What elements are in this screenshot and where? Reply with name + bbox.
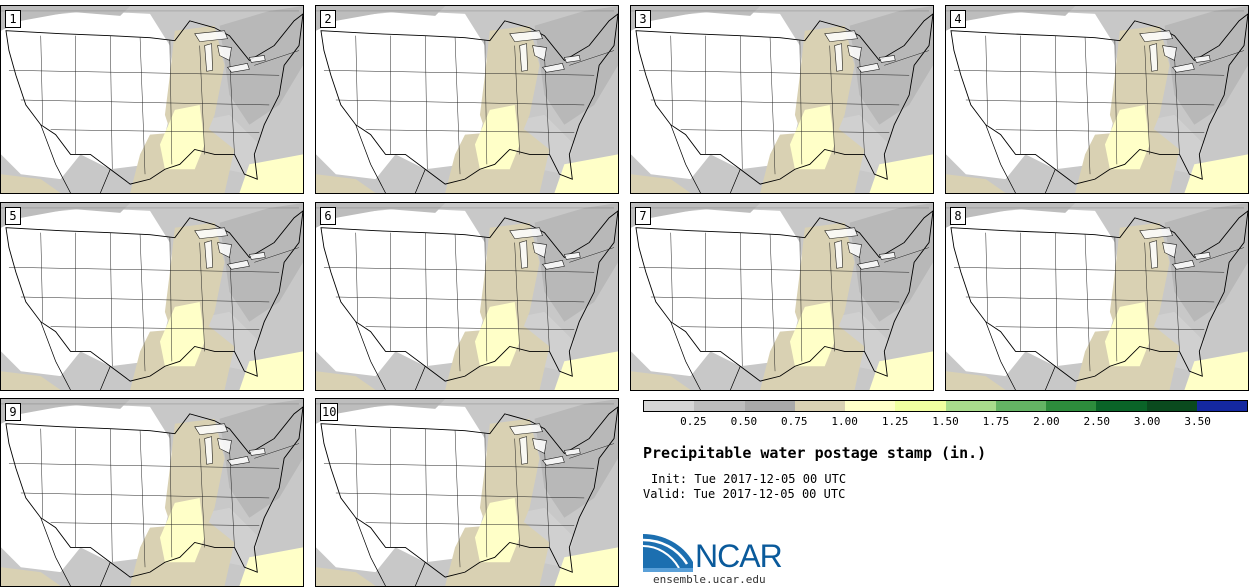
- pw-map-7: [631, 203, 933, 390]
- pw-map-3: [631, 6, 933, 193]
- color-scale-label: 2.50: [1083, 415, 1111, 428]
- member-panel-7: 7: [630, 202, 934, 391]
- valid-time: Valid: Tue 2017-12-05 00 UTC: [643, 487, 846, 501]
- color-swatch-4: [845, 401, 896, 411]
- panel-number: 5: [5, 207, 21, 225]
- pw-map-8: [946, 203, 1248, 390]
- member-panel-10: 10: [315, 398, 619, 587]
- panel-number: 7: [635, 207, 651, 225]
- pw-map-2: [316, 6, 618, 193]
- color-swatch-3: [794, 401, 845, 411]
- member-panel-1: 1: [0, 5, 304, 194]
- member-panel-6: 6: [315, 202, 619, 391]
- pw-map-1: [1, 6, 303, 193]
- color-swatch-9: [1096, 401, 1147, 411]
- color-scale-label: 2.00: [1033, 415, 1060, 428]
- color-scale-labels: 0.25 0.50 0.75 1.00 1.25 1.50 1.75 2.00 2.50 3.00…: [643, 415, 1248, 429]
- panel-number: 8: [950, 207, 966, 225]
- panel-number: 2: [320, 10, 336, 28]
- color-scale-label: 3.00: [1133, 415, 1161, 428]
- panel-number: 3: [635, 10, 651, 28]
- panel-number: 10: [320, 403, 339, 421]
- color-swatch-8: [1046, 401, 1097, 411]
- chart-title: Precipitable water postage stamp (in.): [643, 444, 987, 462]
- panel-number: 9: [5, 403, 21, 421]
- logo-text: NCAR: [695, 538, 783, 574]
- color-swatch-7: [995, 401, 1046, 411]
- color-scale-label: 1.25: [881, 415, 909, 428]
- member-panel-5: 5: [0, 202, 304, 391]
- member-panel-9: 9: [0, 398, 304, 587]
- member-panel-4: 4: [945, 5, 1249, 194]
- color-swatch-1: [694, 401, 745, 411]
- color-scale-label: 3.50: [1184, 415, 1211, 428]
- member-panel-2: 2: [315, 5, 619, 194]
- color-scale-label: 0.25: [680, 415, 707, 428]
- panel-number: 6: [320, 207, 336, 225]
- color-scale-label: 0.50: [730, 415, 758, 428]
- color-swatch-10: [1146, 401, 1197, 411]
- color-scale-bar: [643, 400, 1248, 412]
- logo-url: ensemble.ucar.edu: [653, 573, 766, 586]
- ncar-swoosh-icon: [643, 534, 693, 572]
- member-panel-8: 8: [945, 202, 1249, 391]
- color-swatch-6: [945, 401, 996, 411]
- pw-map-5: [1, 203, 303, 390]
- pw-map-4: [946, 6, 1248, 193]
- panel-number: 4: [950, 10, 966, 28]
- color-scale-label: 0.75: [781, 415, 808, 428]
- pw-map-6: [316, 203, 618, 390]
- pw-map-9: [1, 399, 303, 586]
- color-scale-label: 1.00: [831, 415, 858, 428]
- ncar-logo: NCAR ensemble.ucar.edu: [643, 532, 793, 588]
- color-swatch-2: [744, 401, 795, 411]
- panel-number: 1: [5, 10, 21, 28]
- color-scale-label: 1.50: [932, 415, 959, 428]
- color-scale-label: 1.75: [982, 415, 1010, 428]
- color-swatch-11: [1196, 401, 1247, 411]
- color-swatch-5: [895, 401, 946, 411]
- member-panel-3: 3: [630, 5, 934, 194]
- color-swatch-0: [644, 401, 695, 411]
- init-time: Init: Tue 2017-12-05 00 UTC: [651, 472, 847, 486]
- pw-map-10: [316, 399, 618, 586]
